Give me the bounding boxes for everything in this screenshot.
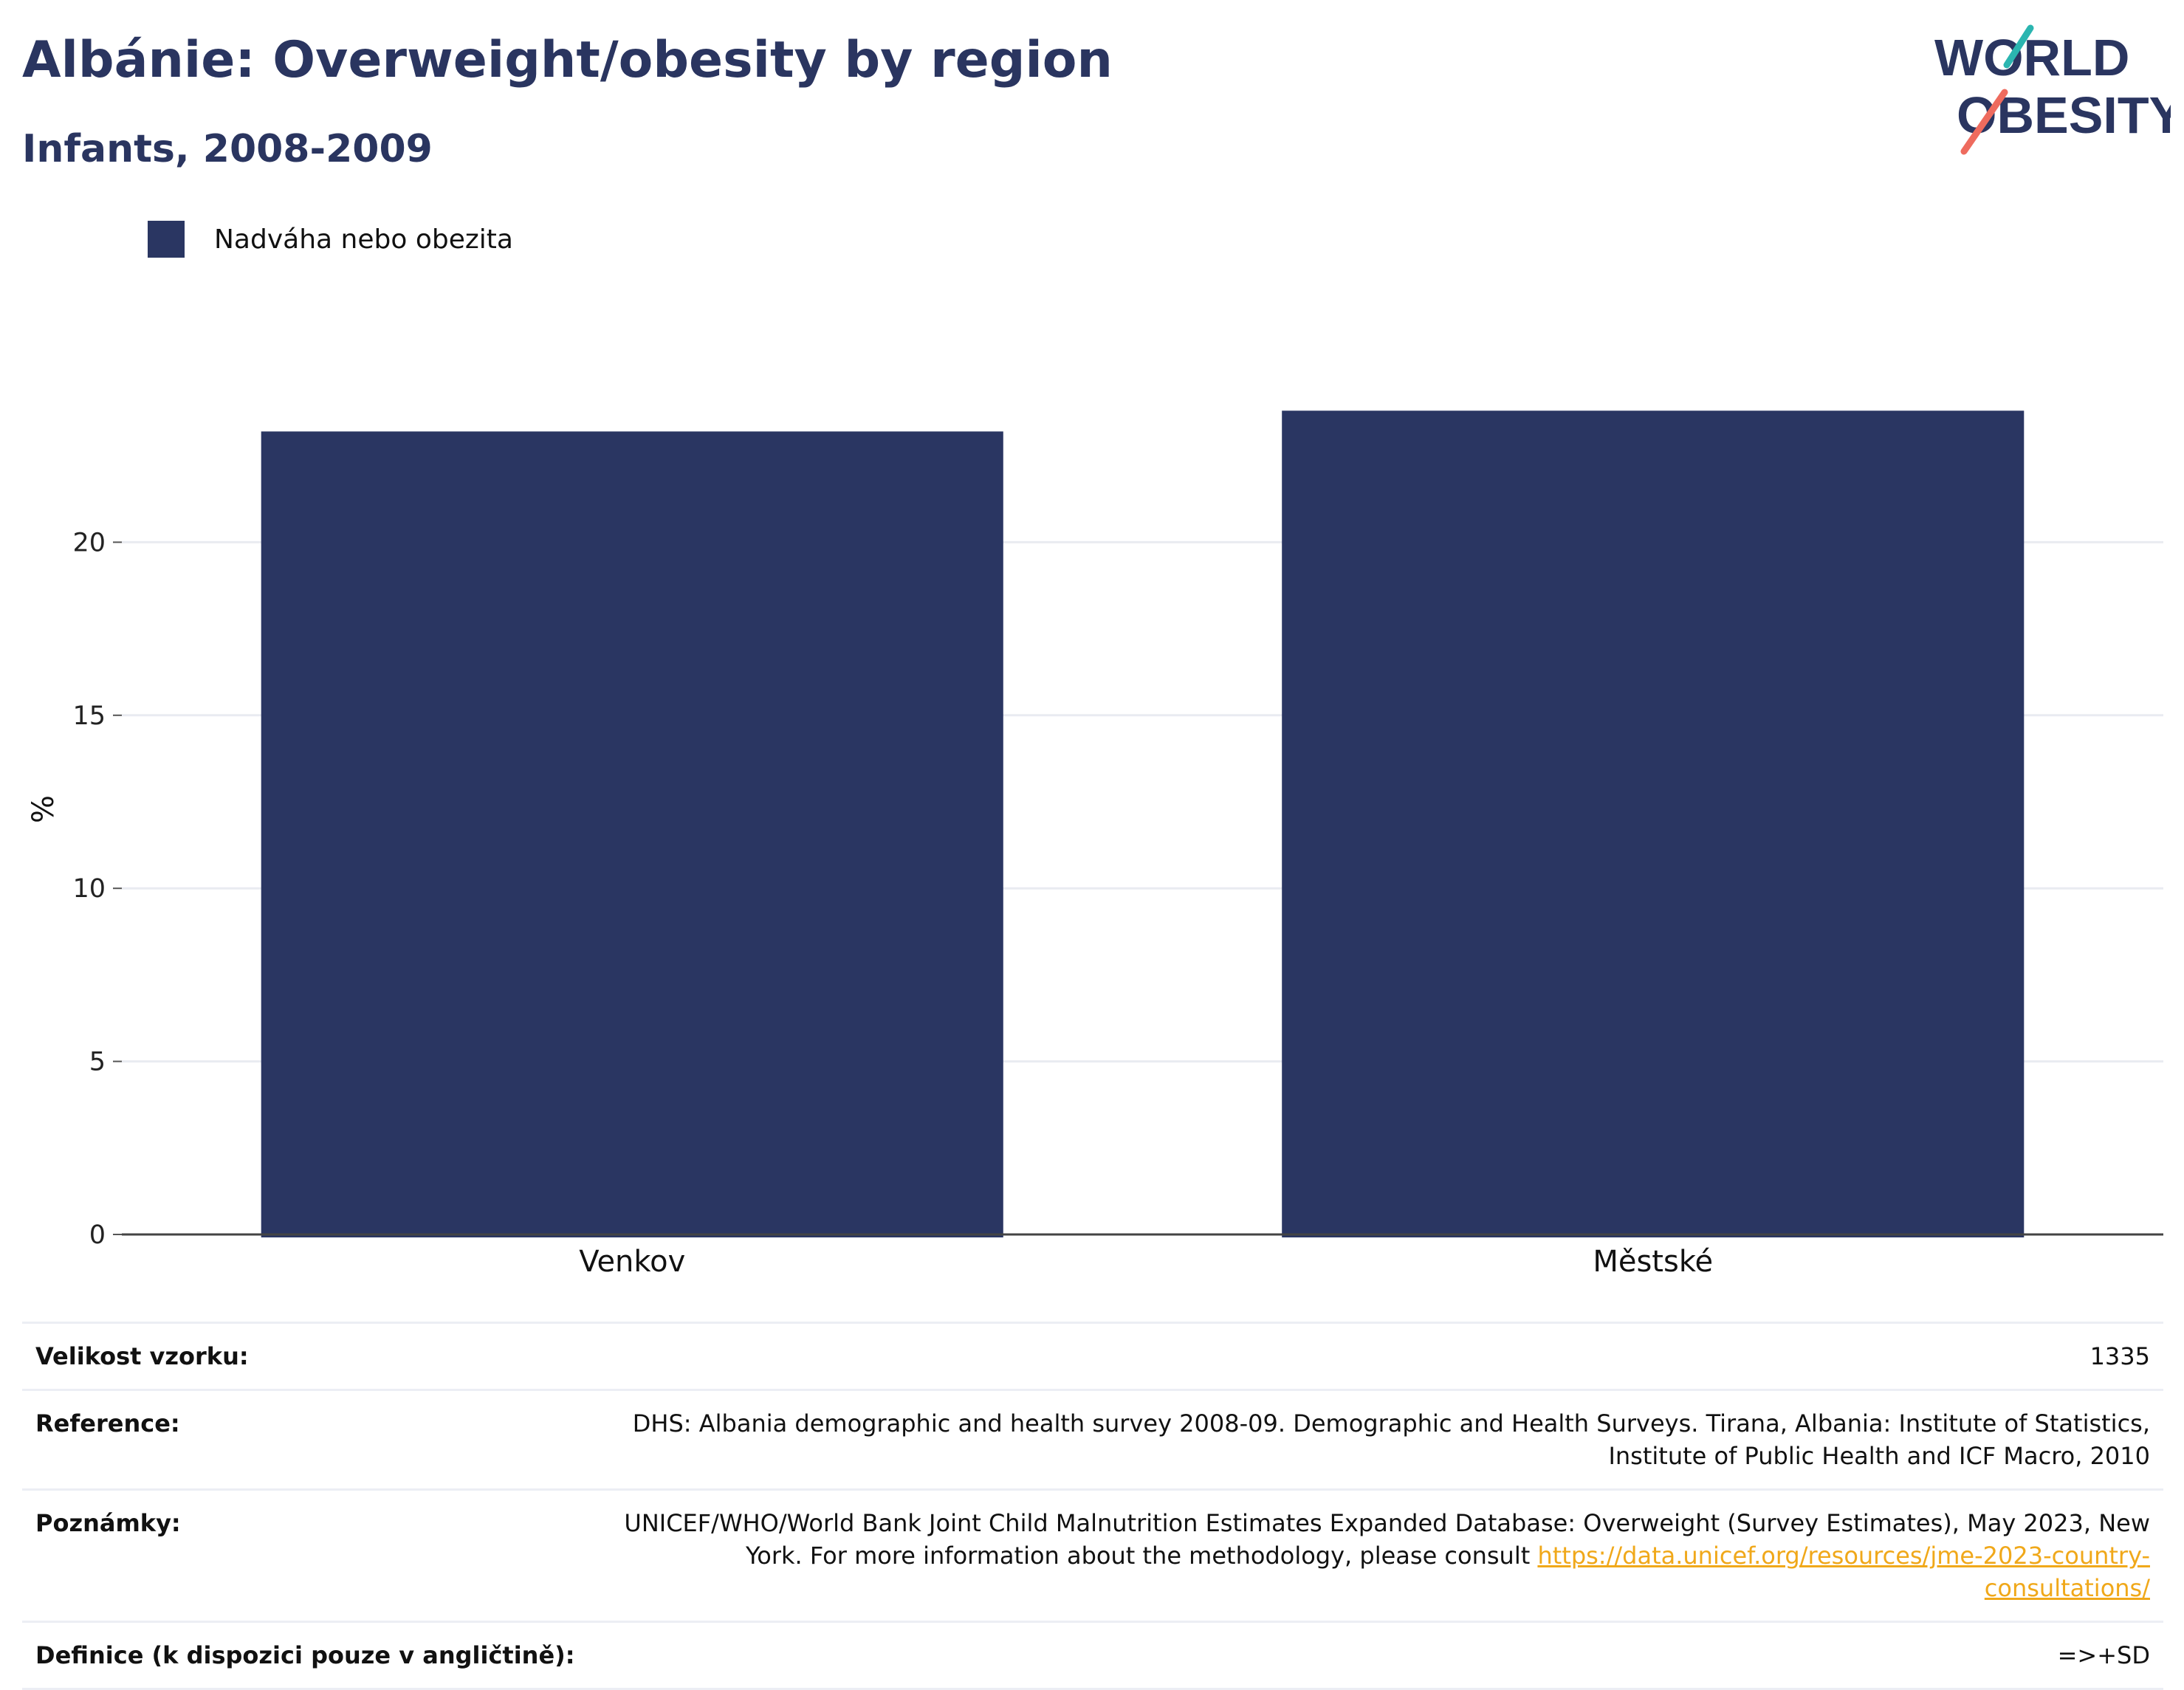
notes-label: Poznámky:	[35, 1509, 181, 1537]
bar-městské[interactable]	[1282, 411, 2025, 1237]
bar-venkov[interactable]	[261, 431, 1003, 1237]
reference-label: Reference:	[35, 1409, 180, 1437]
definition-value: =>+SD	[2057, 1641, 2150, 1669]
y-tick-label: 20	[72, 528, 106, 557]
notes-value: UNICEF/WHO/World Bank Joint Child Malnut…	[600, 1507, 2150, 1604]
y-tick-label: 15	[72, 701, 106, 731]
bar-chart: 0 5 10 15 20 Venkov Městské %	[27, 411, 2163, 1279]
info-row-definition: Definice (k dispozici pouze v angličtině…	[22, 1621, 2163, 1690]
y-tick-label: 10	[72, 874, 106, 904]
reference-value: DHS: Albania demographic and health surv…	[632, 1409, 2150, 1470]
info-table: Velikost vzorku: 1335 Reference: DHS: Al…	[22, 1322, 2163, 1690]
methodology-link[interactable]: https://data.unicef.org/resources/jme-20…	[1537, 1542, 2150, 1602]
definition-label: Definice (k dispozici pouze v angličtině…	[35, 1641, 575, 1669]
bars	[261, 411, 2025, 1237]
y-tick-label: 5	[89, 1048, 106, 1077]
info-row-notes: Poznámky: UNICEF/WHO/World Bank Joint Ch…	[22, 1488, 2163, 1621]
x-tick-label: Venkov	[579, 1245, 685, 1279]
sample-size-value: 1335	[2089, 1342, 2150, 1370]
y-axis-label: %	[27, 795, 61, 823]
axes: 0 5 10 15 20 Venkov Městské	[72, 528, 2163, 1279]
legend-swatch	[148, 221, 185, 258]
info-row-reference: Reference: DHS: Albania demographic and …	[22, 1389, 2163, 1488]
chart-legend[interactable]: Nadváha nebo obezita	[148, 220, 513, 258]
x-tick-label: Městské	[1593, 1245, 1713, 1279]
chart-subtitle: Infants, 2008-2009	[22, 127, 433, 171]
y-tick-label: 0	[89, 1220, 106, 1250]
chart-title: Albánie: Overweight/obesity by region	[22, 31, 1113, 89]
sample-size-label: Velikost vzorku:	[35, 1342, 249, 1370]
world-obesity-logo[interactable]: WORLD OBESITY	[1927, 22, 2171, 155]
info-row-sample-size: Velikost vzorku: 1335	[22, 1322, 2163, 1389]
svg-text:WORLD: WORLD	[1934, 29, 2129, 86]
notes-text: UNICEF/WHO/World Bank Joint Child Malnut…	[624, 1509, 2150, 1570]
legend-label: Nadváha nebo obezita	[214, 224, 513, 255]
